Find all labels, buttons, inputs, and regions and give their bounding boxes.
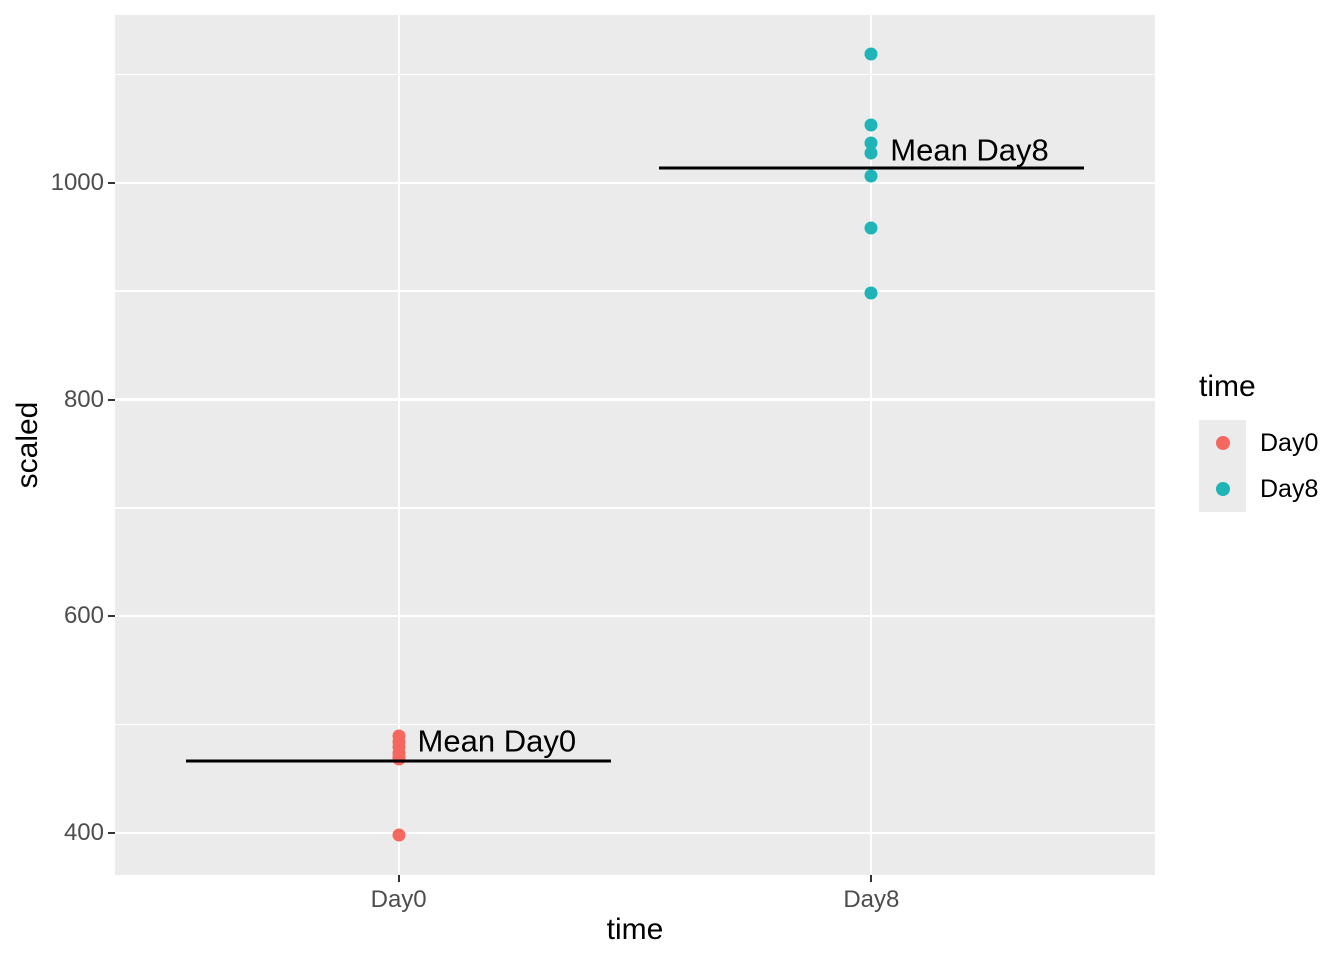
minor-gridline xyxy=(115,507,1155,509)
plot-panel xyxy=(115,15,1155,875)
x-tick-label: Day8 xyxy=(843,886,900,913)
minor-gridline xyxy=(115,723,1155,726)
x-axis-title: time xyxy=(606,913,664,946)
legend-dot-icon xyxy=(1215,482,1230,496)
major-gridline xyxy=(115,615,1155,618)
data-point-day8 xyxy=(864,146,878,160)
mean-annotation-day0: Mean Day0 xyxy=(417,723,577,759)
legend-entry-day0: Day0 xyxy=(1199,420,1318,466)
legend-entry-label: Day8 xyxy=(1260,474,1319,503)
major-gridline xyxy=(115,398,1155,401)
mean-line-day8 xyxy=(658,166,1085,170)
legend-entry-day8: Day8 xyxy=(1199,466,1318,512)
mean-line-day0 xyxy=(185,759,612,763)
x-tick-mark xyxy=(870,875,873,882)
x-tick-label: Day0 xyxy=(370,886,427,913)
major-gridline-vertical xyxy=(397,15,400,875)
y-axis-title: scaled xyxy=(11,401,44,489)
y-tick-mark xyxy=(108,398,115,401)
y-tick-mark xyxy=(108,831,115,834)
data-point-day8 xyxy=(864,169,878,183)
y-tick-label: 400 xyxy=(63,818,104,846)
data-point-day8 xyxy=(864,118,878,132)
x-tick-mark xyxy=(397,875,400,882)
legend-title: time xyxy=(1199,370,1256,403)
legend: time Day0 Day8 xyxy=(1199,372,1318,512)
data-point-day8 xyxy=(864,286,878,300)
legend-entries: Day0 Day8 xyxy=(1199,420,1318,512)
y-tick-label: 600 xyxy=(63,602,104,630)
y-tick-mark xyxy=(108,615,115,618)
minor-gridline xyxy=(115,290,1155,292)
major-gridline-vertical xyxy=(870,15,873,875)
major-gridline xyxy=(115,181,1155,184)
major-gridline xyxy=(115,831,1155,834)
legend-dot-icon xyxy=(1215,436,1230,450)
data-point-day8 xyxy=(864,221,878,235)
data-point-day0 xyxy=(392,828,406,842)
minor-gridline xyxy=(115,73,1155,76)
data-point-day8 xyxy=(864,47,878,61)
y-tick-label: 1000 xyxy=(50,168,104,196)
legend-key xyxy=(1199,420,1246,466)
y-tick-label: 800 xyxy=(63,385,104,413)
legend-key xyxy=(1199,466,1246,512)
y-tick-mark xyxy=(108,181,115,184)
legend-entry-label: Day0 xyxy=(1260,428,1319,457)
mean-annotation-day8: Mean Day8 xyxy=(890,132,1049,168)
